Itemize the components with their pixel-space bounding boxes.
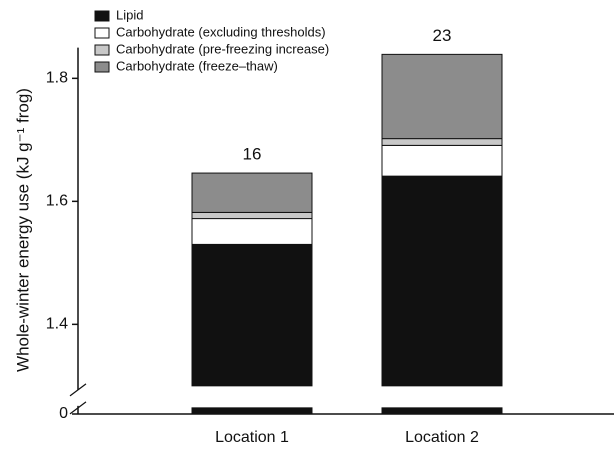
bar-segment — [381, 53, 503, 140]
bar-segment — [381, 407, 503, 415]
legend-swatch — [94, 61, 110, 73]
axis-break — [69, 383, 87, 397]
bar-segment — [191, 172, 313, 213]
bar-segment — [381, 144, 503, 177]
legend-label: Carbohydrate (freeze–thaw) — [116, 58, 278, 73]
x-tick-label: Location 1 — [215, 429, 289, 446]
legend-swatch — [94, 10, 110, 22]
bar-segment — [191, 243, 313, 387]
bar-label: 16 — [243, 145, 262, 164]
y-axis-label: Whole-winter energy use (kJ g⁻¹ frog) — [13, 88, 32, 372]
legend-label: Carbohydrate (pre-freezing increase) — [116, 41, 329, 56]
bar-label: 23 — [433, 26, 452, 45]
axis-break — [69, 401, 87, 415]
y-tick-label: 0 — [59, 405, 68, 422]
bar-segment — [191, 218, 313, 245]
legend-swatch — [94, 44, 110, 56]
x-tick-label: Location 2 — [405, 429, 479, 446]
legend-swatch — [94, 27, 110, 39]
y-tick-label: 1.6 — [46, 193, 68, 210]
legend-label: Lipid — [116, 7, 143, 22]
legend-label: Carbohydrate (excluding thresholds) — [116, 24, 326, 39]
bar-segment — [381, 138, 503, 146]
y-tick-label: 1.4 — [46, 316, 68, 333]
bar-segment — [191, 407, 313, 415]
bar-segment — [381, 175, 503, 387]
y-tick-label: 1.8 — [46, 70, 68, 87]
bar-segment — [191, 211, 313, 220]
